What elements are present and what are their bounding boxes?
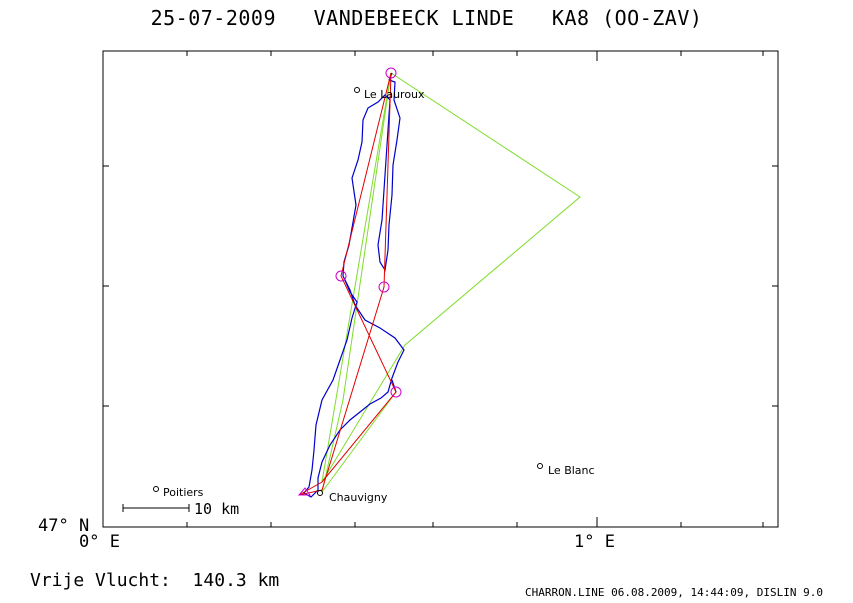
town-label-chauvigny: Chauvigny: [329, 491, 388, 504]
town-label-le-lauroux: Le Lauroux: [364, 88, 425, 101]
town-marker-poitiers: [153, 486, 159, 492]
free-flight-distance: Vrije Vlucht: 140.3 km: [30, 570, 280, 591]
turnpoint-1: [385, 67, 397, 79]
town-marker-le-blanc: [537, 463, 543, 469]
start-triangle: [297, 487, 311, 496]
town-label-le-blanc: Le Blanc: [548, 464, 595, 477]
y-axis-label: 47° N: [38, 516, 90, 536]
turnpoint-2: [335, 270, 347, 282]
x-axis-label-right: 1° E: [574, 532, 615, 552]
town-marker-le-lauroux: [354, 87, 360, 93]
scale-bar-label: 10 km: [194, 500, 239, 518]
task-green-line-2: [321, 72, 397, 493]
map-frame: [102, 50, 779, 528]
turnpoint-4: [390, 386, 402, 398]
map-title: 25-07-2009 VANDEBEECK LINDE KA8 (OO-ZAV): [150, 6, 703, 30]
x-ticks: [102, 51, 764, 527]
task-red-line: [298, 72, 397, 496]
turnpoints: [335, 67, 402, 398]
scale-bar: [122, 504, 190, 512]
x-axis-label-left: 0° E: [79, 532, 120, 552]
town-marker-chauvigny: [317, 490, 323, 496]
file-info: CHARRON.LINE 06.08.2009, 14:44:09, DISLI…: [524, 586, 823, 599]
town-label-poitiers: Poitiers: [163, 486, 204, 499]
turnpoint-3: [378, 281, 390, 293]
y-ticks: [103, 165, 778, 407]
